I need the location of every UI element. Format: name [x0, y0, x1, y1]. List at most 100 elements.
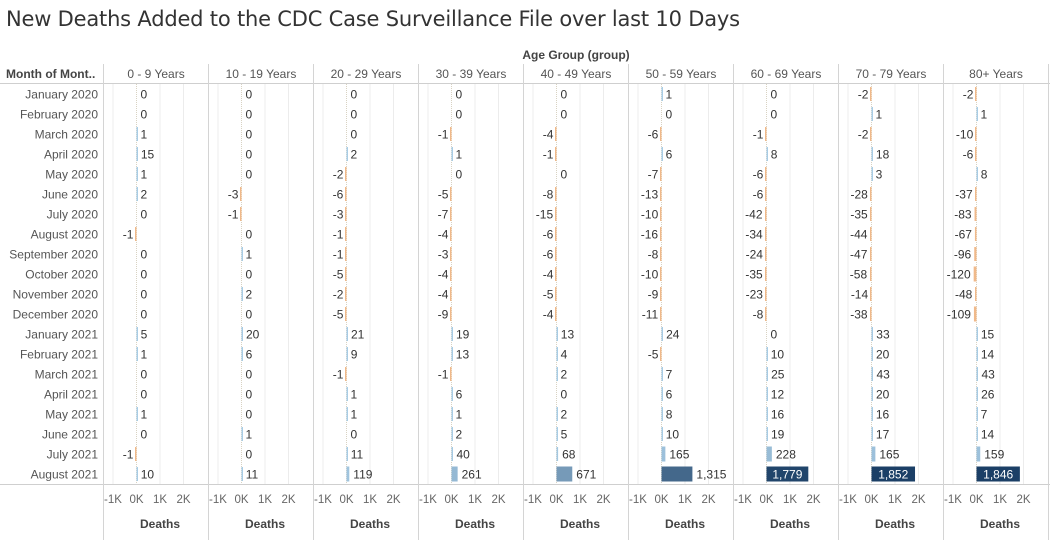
axis-tick-label: -1K — [629, 494, 647, 506]
data-label: -37 — [955, 188, 973, 202]
data-label: -6 — [333, 188, 344, 202]
data-label: 8 — [981, 168, 988, 182]
axis-tick-label: 1K — [363, 494, 377, 506]
row-label: January 2020 — [25, 88, 98, 102]
bar — [870, 287, 872, 301]
data-label: 1 — [246, 248, 253, 262]
data-label: -2 — [963, 88, 974, 102]
bar — [870, 187, 872, 201]
data-label: 0 — [771, 328, 778, 342]
data-label: 1,852 — [878, 468, 908, 482]
data-label: -23 — [746, 288, 764, 302]
data-label: 0 — [561, 388, 568, 402]
data-label: 228 — [776, 448, 796, 462]
data-label: -120 — [947, 268, 971, 282]
row-label: August 2021 — [31, 468, 99, 482]
data-label: -1 — [123, 228, 134, 242]
axis-tick-label: 1K — [258, 494, 272, 506]
data-label: -96 — [954, 248, 972, 262]
bar — [765, 167, 767, 181]
axis-title: Deaths — [875, 517, 915, 531]
bar — [556, 367, 558, 381]
axis-tick-label: 1K — [993, 494, 1007, 506]
bar — [766, 407, 768, 421]
data-label: -1 — [753, 128, 764, 142]
axis-title: Deaths — [350, 517, 390, 531]
data-label: 0 — [666, 108, 673, 122]
data-label: 12 — [771, 388, 785, 402]
bar — [345, 367, 347, 381]
data-label: 2 — [456, 428, 463, 442]
bar — [451, 447, 453, 461]
axis-tick-label: 0K — [969, 494, 983, 506]
data-label: -38 — [850, 308, 868, 322]
bar — [871, 147, 873, 161]
axis-tick-label: 0K — [444, 494, 458, 506]
bar — [973, 306, 977, 322]
bar — [136, 127, 138, 141]
data-label: -35 — [745, 268, 763, 282]
data-label: -35 — [850, 208, 868, 222]
data-label: 25 — [771, 368, 785, 382]
bar — [975, 127, 977, 141]
data-label: -6 — [753, 168, 764, 182]
axis-title: Deaths — [245, 517, 285, 531]
bar — [660, 307, 662, 321]
data-label: 5 — [561, 428, 568, 442]
chart-title: New Deaths Added to the CDC Case Surveil… — [6, 7, 740, 31]
bar — [240, 207, 242, 221]
axis-title: Deaths — [455, 517, 495, 531]
data-label: -9 — [648, 288, 659, 302]
data-label: 0 — [351, 88, 358, 102]
data-label: 1 — [141, 408, 148, 422]
age-group-label: 0 - 9 Years — [127, 67, 184, 81]
bar — [871, 107, 873, 121]
axis-tick-label: -1K — [944, 494, 962, 506]
bar — [976, 407, 978, 421]
data-label: -8 — [543, 188, 554, 202]
data-label: -7 — [648, 168, 659, 182]
data-label: 1 — [246, 428, 253, 442]
data-label: -6 — [543, 248, 554, 262]
data-label: 15 — [141, 148, 155, 162]
age-group-label: 60 - 69 Years — [751, 67, 822, 81]
bar — [136, 467, 138, 481]
data-label: 33 — [876, 328, 890, 342]
data-label: 0 — [351, 128, 358, 142]
data-label: -3 — [438, 248, 449, 262]
data-label: 6 — [246, 348, 253, 362]
data-label: -1 — [438, 128, 449, 142]
bar — [870, 227, 872, 241]
data-label: 0 — [561, 168, 568, 182]
data-label: 0 — [246, 448, 253, 462]
bar — [660, 267, 662, 281]
data-label: 10 — [141, 468, 155, 482]
data-label: 19 — [771, 428, 785, 442]
axis-tick-label: 2K — [1016, 494, 1030, 506]
data-label: 13 — [561, 328, 575, 342]
data-label: 1 — [141, 168, 148, 182]
data-label: 20 — [246, 328, 260, 342]
data-label: -1 — [333, 228, 344, 242]
data-label: 1 — [981, 108, 988, 122]
axis-tick-label: 2K — [596, 494, 610, 506]
data-label: 0 — [456, 108, 463, 122]
data-label: -10 — [641, 268, 659, 282]
bar — [870, 247, 872, 261]
bar — [765, 307, 767, 321]
bar — [973, 266, 977, 282]
data-label: 159 — [984, 448, 1004, 462]
bar — [450, 187, 452, 201]
row-label: July 2020 — [47, 208, 99, 222]
bar — [766, 427, 768, 441]
bar — [556, 466, 573, 482]
bar — [661, 466, 693, 482]
data-label: 2 — [351, 148, 358, 162]
data-label: 0 — [351, 108, 358, 122]
data-label: -67 — [955, 228, 973, 242]
bar — [766, 466, 809, 482]
bar — [975, 87, 977, 101]
axis-tick-label: 2K — [491, 494, 505, 506]
bar — [974, 247, 977, 261]
